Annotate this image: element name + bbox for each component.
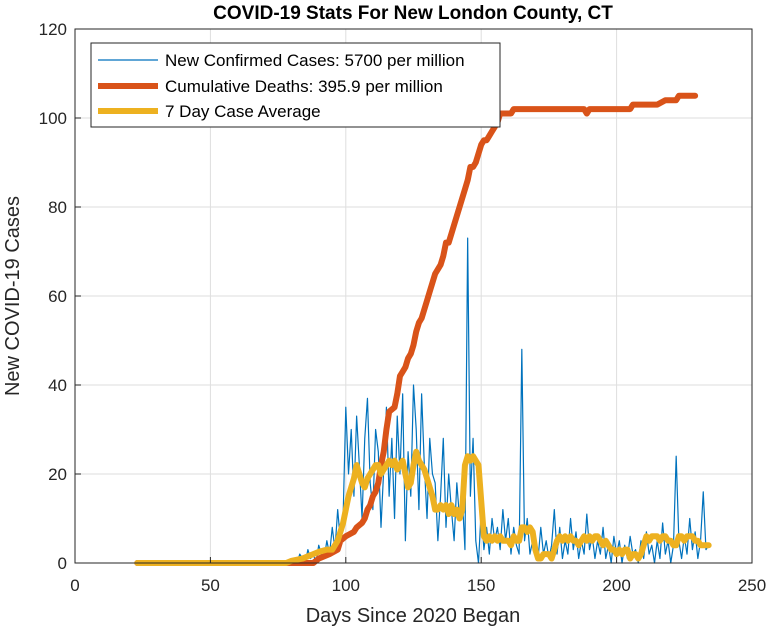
series-layer	[134, 92, 712, 566]
y-tick-label: 60	[48, 287, 67, 306]
chart-title: COVID-19 Stats For New London County, CT	[213, 3, 613, 24]
legend-label-cumulative-deaths: Cumulative Deaths: 395.9 per million	[165, 77, 443, 96]
legend-label-new-cases: New Confirmed Cases: 5700 per million	[165, 51, 465, 70]
x-tick-label: 150	[467, 576, 495, 595]
series-cumulative-deaths	[134, 92, 699, 566]
x-axis-label: Days Since 2020 Began	[306, 605, 521, 627]
series-7-day-average	[134, 448, 712, 566]
y-axis-ticks: 0 20 40 60 80 100 120	[39, 20, 81, 573]
legend-box	[90, 42, 501, 128]
legend-label-7-day-average: 7 Day Case Average	[165, 102, 321, 121]
y-tick-label: 20	[48, 465, 67, 484]
x-tick-label: 100	[332, 576, 360, 595]
y-axis-label: New COVID-19 Cases	[2, 196, 24, 396]
y-tick-label: 40	[48, 376, 67, 395]
x-tick-label: 250	[738, 576, 766, 595]
x-tick-label: 200	[602, 576, 630, 595]
y-tick-label: 0	[58, 554, 67, 573]
y-tick-label: 80	[48, 198, 67, 217]
x-tick-label: 50	[201, 576, 220, 595]
y-tick-label: 100	[39, 109, 67, 128]
legend: New Confirmed Cases: 5700 per million Cu…	[90, 42, 501, 128]
y-tick-label: 120	[39, 20, 67, 39]
x-tick-label: 0	[70, 576, 79, 595]
x-axis-ticks: 0 50 100 150 200 250	[70, 557, 766, 595]
